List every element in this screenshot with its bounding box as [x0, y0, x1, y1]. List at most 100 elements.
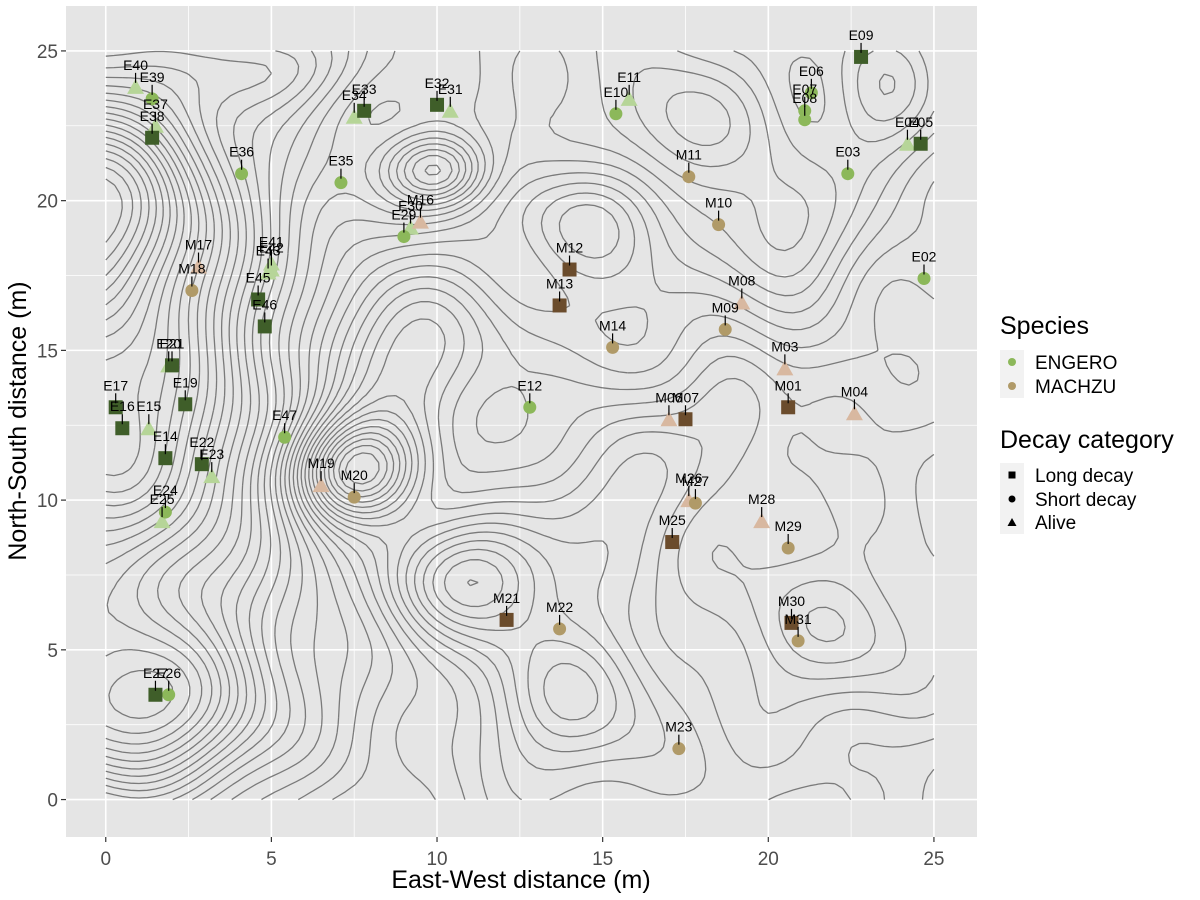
point-label: E06: [799, 63, 824, 79]
point-label: E25: [150, 491, 175, 507]
point-marker-triangle: [146, 117, 164, 133]
point-label: M11: [676, 147, 702, 163]
point-e02: [917, 272, 931, 286]
point-label: M14: [599, 317, 626, 333]
point-e26: [162, 688, 176, 702]
point-marker-triangle: [776, 360, 794, 376]
point-marker-triangle: [203, 468, 221, 484]
point-m11: [682, 170, 696, 184]
contour-line: [105, 118, 185, 477]
point-e11: [620, 90, 638, 106]
point-label: E39: [140, 69, 165, 85]
point-label: M20: [341, 467, 368, 483]
point-m13: [552, 298, 567, 313]
point-marker-triangle: [127, 78, 145, 94]
point-marker-circle: [791, 634, 805, 648]
contour-line: [292, 181, 935, 801]
point-label: E31: [438, 81, 463, 97]
point-label: M03: [771, 338, 798, 354]
point-e32: [430, 97, 445, 112]
point-m19: [312, 477, 330, 493]
point-marker-circle: [718, 322, 732, 336]
point-label: E47: [272, 407, 297, 423]
point-e46: [257, 319, 272, 334]
point-marker-circle: [185, 283, 199, 297]
point-e22: [194, 457, 209, 472]
point-label: E36: [229, 144, 254, 160]
point-marker-square: [552, 298, 567, 313]
contour-line: [315, 410, 935, 800]
contour-line: [105, 130, 171, 338]
point-label: E10: [603, 84, 628, 100]
point-label: E12: [517, 377, 542, 393]
point-marker-square: [562, 262, 577, 277]
point-marker-circle: [334, 176, 348, 190]
point-e21: [165, 358, 180, 373]
point-m08: [733, 294, 751, 310]
point-e16: [115, 421, 130, 436]
x-axis-title: East-West distance (m): [391, 866, 650, 894]
point-e27: [148, 687, 163, 702]
point-e09: [854, 49, 869, 64]
point-label: E08: [792, 90, 817, 106]
point-e12: [523, 400, 537, 414]
legend-label-alive: Alive: [1035, 513, 1076, 534]
legend-swatch-alive: [1007, 518, 1017, 526]
point-label: M25: [659, 512, 686, 528]
point-m25: [665, 535, 680, 550]
legend-swatch-engero: [1008, 358, 1016, 366]
contour-line: [105, 178, 123, 243]
contour-line: [105, 50, 453, 762]
contour-line: [172, 50, 916, 801]
point-label: E16: [110, 398, 135, 414]
point-label: E26: [156, 665, 181, 681]
point-marker-square: [678, 412, 693, 427]
contour-line: [319, 418, 636, 753]
point-e25: [153, 513, 171, 529]
contour-line: [105, 50, 731, 792]
point-m22: [553, 622, 567, 636]
point-label: E30: [398, 198, 423, 214]
point-marker-triangle: [140, 420, 158, 436]
point-marker-circle: [235, 167, 249, 181]
point-marker-triangle: [190, 258, 208, 274]
point-m27: [688, 496, 702, 510]
point-marker-circle: [917, 272, 931, 286]
point-marker-square: [781, 400, 796, 415]
point-marker-circle: [553, 622, 567, 636]
point-label: E40: [123, 57, 148, 73]
point-label: M06: [655, 389, 682, 405]
legend-swatch-machzu: [1008, 382, 1016, 390]
point-label: E14: [153, 428, 178, 444]
point-marker-square: [257, 319, 272, 334]
point-label: M23: [665, 719, 692, 735]
point-e33: [357, 103, 372, 118]
point-m31: [791, 634, 805, 648]
point-marker-circle: [781, 541, 795, 555]
point-marker-circle: [397, 230, 411, 244]
point-label: E04: [895, 114, 920, 130]
point-e08: [798, 113, 812, 127]
point-m01: [781, 400, 796, 415]
point-marker-circle: [841, 167, 855, 181]
point-e10: [609, 107, 623, 121]
point-label: M12: [556, 240, 583, 256]
point-marker-circle: [162, 688, 176, 702]
point-marker-square: [665, 535, 680, 550]
point-m12: [562, 262, 577, 277]
contour-line: [105, 124, 178, 361]
point-label: E37: [143, 96, 168, 112]
legend-species-title: Species: [1000, 312, 1089, 340]
point-m30: [784, 615, 799, 630]
legend: Species ENGERO MACHZU Decay category Lon…: [1000, 312, 1174, 534]
point-marker-circle: [609, 107, 623, 121]
x-tick-label: 15: [592, 849, 613, 870]
y-axis: 0 5 10 15 20 25: [37, 42, 66, 812]
point-label: E11: [617, 69, 641, 85]
point-e15: [140, 420, 158, 436]
point-e43: [259, 264, 277, 280]
point-label: E43: [256, 243, 281, 259]
point-marker-triangle: [153, 513, 171, 529]
point-m14: [606, 340, 620, 354]
point-label: M16: [407, 192, 434, 208]
